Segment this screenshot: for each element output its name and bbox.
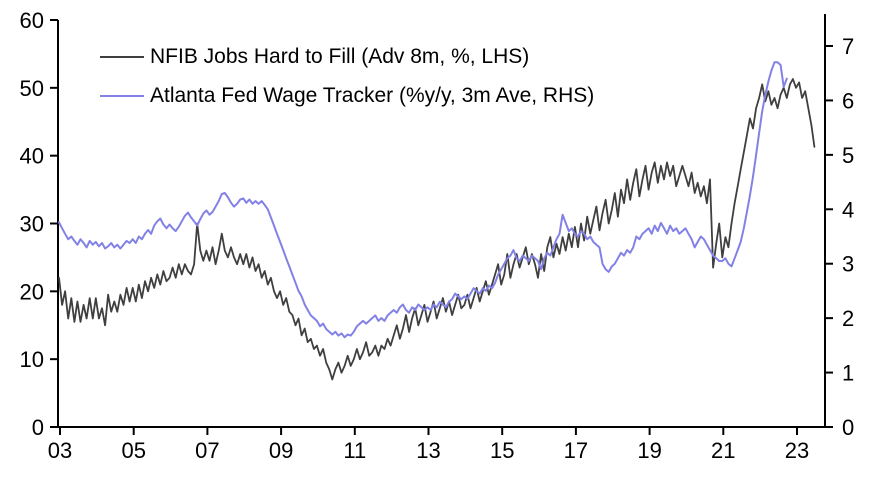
x-axis-tick-label: 13 [416, 438, 440, 463]
y-axis-left-tick-label: 50 [20, 76, 44, 101]
x-axis-tick-label: 21 [711, 438, 735, 463]
y-axis-right-tick-label: 2 [842, 306, 854, 331]
x-axis-tick-label: 15 [490, 438, 514, 463]
y-axis-right-tick-label: 3 [842, 252, 854, 277]
y-axis-right-tick-label: 4 [842, 197, 854, 222]
series-line-atlanta-fed [58, 61, 788, 339]
y-axis-right-tick-label: 0 [842, 415, 854, 440]
y-axis-left-tick-label: 30 [20, 212, 44, 237]
y-axis-right-tick-label: 6 [842, 88, 854, 113]
x-axis-tick-label: 07 [195, 438, 219, 463]
legend-line-swatch-nfib [100, 55, 144, 58]
y-axis-left-tick-label: 20 [20, 279, 44, 304]
x-axis-tick-label: 09 [269, 438, 293, 463]
y-axis-left-tick-label: 0 [32, 415, 44, 440]
x-axis-tick-label: 05 [121, 438, 145, 463]
x-axis-tick-label: 03 [48, 438, 72, 463]
legend-item-nfib: NFIB Jobs Hard to Fill (Adv 8m, %, LHS) [100, 44, 594, 69]
legend-label-atlanta-fed: Atlanta Fed Wage Tracker (%y/y, 3m Ave, … [150, 84, 595, 108]
y-axis-right-tick-label: 5 [842, 143, 854, 168]
y-axis-left-tick-label: 10 [20, 347, 44, 372]
x-axis-tick-label: 19 [637, 438, 661, 463]
legend-line-swatch-atlanta-fed [100, 94, 144, 97]
legend-label-nfib: NFIB Jobs Hard to Fill (Adv 8m, %, LHS) [150, 45, 530, 68]
y-axis-left-tick-label: 40 [20, 144, 44, 169]
y-axis-right-tick-label: 7 [842, 34, 854, 59]
series-line-nfib [58, 78, 816, 381]
legend-item-atlanta-fed: Atlanta Fed Wage Tracker (%y/y, 3m Ave, … [100, 83, 594, 108]
y-axis-left-tick-label: 60 [20, 8, 44, 33]
y-axis-right-tick-label: 1 [842, 361, 854, 386]
x-axis-tick-label: 23 [785, 438, 809, 463]
x-axis-tick-label: 11 [343, 438, 366, 463]
x-axis-tick-label: 17 [564, 438, 588, 463]
chart-legend: NFIB Jobs Hard to Fill (Adv 8m, %, LHS) … [100, 44, 594, 108]
